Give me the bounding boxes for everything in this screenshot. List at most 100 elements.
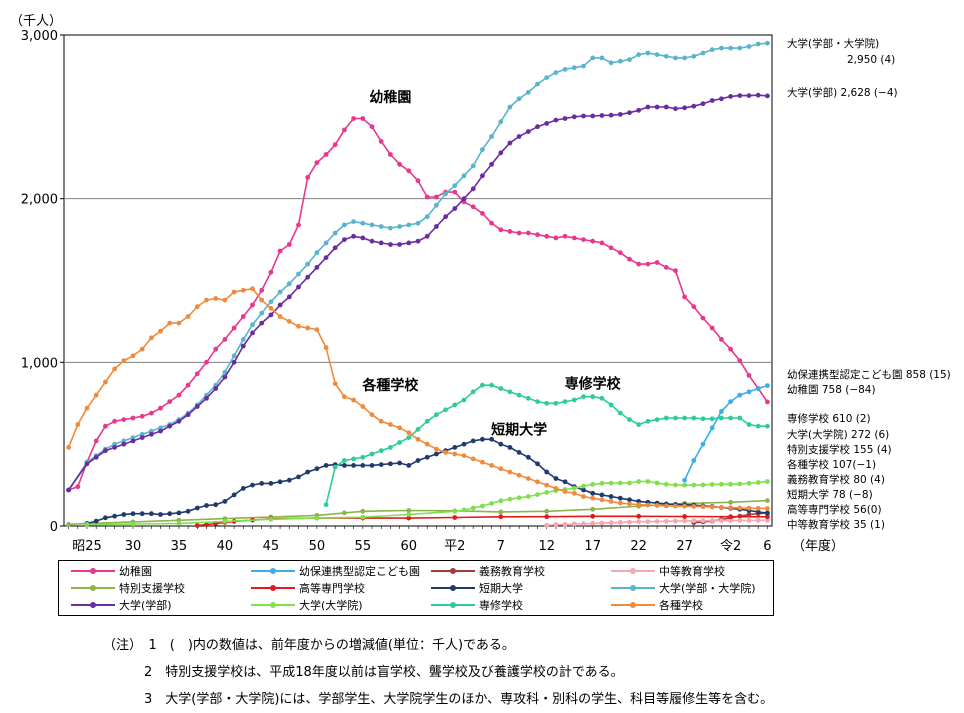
data-point [663,53,669,59]
data-point [553,486,559,491]
data-point [590,490,596,496]
legend-swatch-dot [270,602,276,608]
data-point [434,446,439,452]
data-point [608,520,614,526]
data-point [213,502,219,508]
x-tick-label: 12 [538,539,555,554]
data-point [755,480,761,485]
data-point [222,369,228,375]
data-point [222,374,228,380]
data-point [599,240,605,246]
legend-label: 中等教育学校 [659,565,725,578]
data-point [397,460,402,466]
right-value-label: 幼稚園 758 (−84) [787,383,876,396]
data-point [645,261,651,267]
data-point [305,325,311,331]
data-point [314,160,320,166]
data-point [682,482,687,488]
data-point [268,516,274,522]
data-point [93,518,99,524]
data-point [617,520,623,525]
legend-item: 幼保連携型認定こども園 [251,562,420,580]
data-point [709,518,715,523]
legend-label: 各種学校 [659,599,703,612]
data-point [130,435,136,440]
legend-swatch-dot [270,585,276,591]
data-point [765,517,770,523]
data-point [728,415,733,421]
legend-swatch-dot [630,568,636,574]
data-point [250,302,255,308]
data-point [351,219,356,225]
data-point [507,445,513,450]
data-point [544,508,550,514]
data-point [535,81,540,87]
note-3: 3 大学(学部・大学院)には、学部学生、大学院学生のほか、専攻科・別科の学生、科… [144,692,774,707]
y-tick-label: 2,000 [21,193,58,208]
data-point [84,405,90,411]
data-point [765,506,770,511]
data-point [617,58,623,64]
data-point [415,427,421,432]
data-point [222,499,228,504]
data-point [305,175,311,180]
data-point [452,206,458,211]
data-point [608,112,614,118]
data-point [525,494,531,499]
data-point [498,514,504,520]
data-point [277,479,283,485]
data-point [691,518,697,524]
data-point [590,495,596,501]
data-point [351,456,356,462]
data-point [673,482,678,488]
legend-swatch-dot [90,585,96,591]
data-point [342,510,347,516]
data-point [562,479,568,485]
x-tick-label: 17 [584,539,601,554]
series-annotation: 各種学校 [361,377,419,394]
data-point [194,404,200,409]
data-point [553,235,559,241]
data-point [581,63,586,69]
data-point [673,55,678,61]
data-point [498,227,504,233]
data-point [728,505,733,511]
data-point [452,402,458,408]
data-point [268,269,274,275]
data-point [663,518,669,524]
data-point [314,327,320,332]
data-point [691,53,697,59]
data-point [498,150,504,156]
data-point [452,451,458,457]
legend-label: 専修学校 [479,599,523,612]
right-value-label: 幼保連携型認定こども園 858 (15) [787,368,951,381]
data-point [599,480,605,486]
right-value-label: 高等専門学校 56(0) [787,503,882,516]
series-line [683,384,768,481]
legend-swatch-dot [630,602,636,608]
data-point [167,399,173,404]
data-point [93,392,99,398]
data-point [765,93,770,99]
data-point [314,265,320,270]
data-point [544,469,550,475]
x-tick-label: 35 [171,539,188,554]
data-point [709,98,715,103]
data-point [149,511,154,517]
data-point [728,514,733,520]
legend-swatch [611,566,655,576]
right-value-label: 2,950 (4) [847,54,895,66]
data-point [608,245,614,251]
data-point [480,382,485,388]
data-point [599,492,605,498]
data-point [553,400,559,406]
data-point [424,233,430,239]
data-point [608,402,614,408]
data-point [516,392,522,398]
data-point [121,441,127,447]
data-point [406,463,412,468]
legend-swatch [431,583,475,593]
legend-swatch [431,600,475,610]
data-point [737,358,743,364]
x-tick-label: 30 [125,539,142,554]
